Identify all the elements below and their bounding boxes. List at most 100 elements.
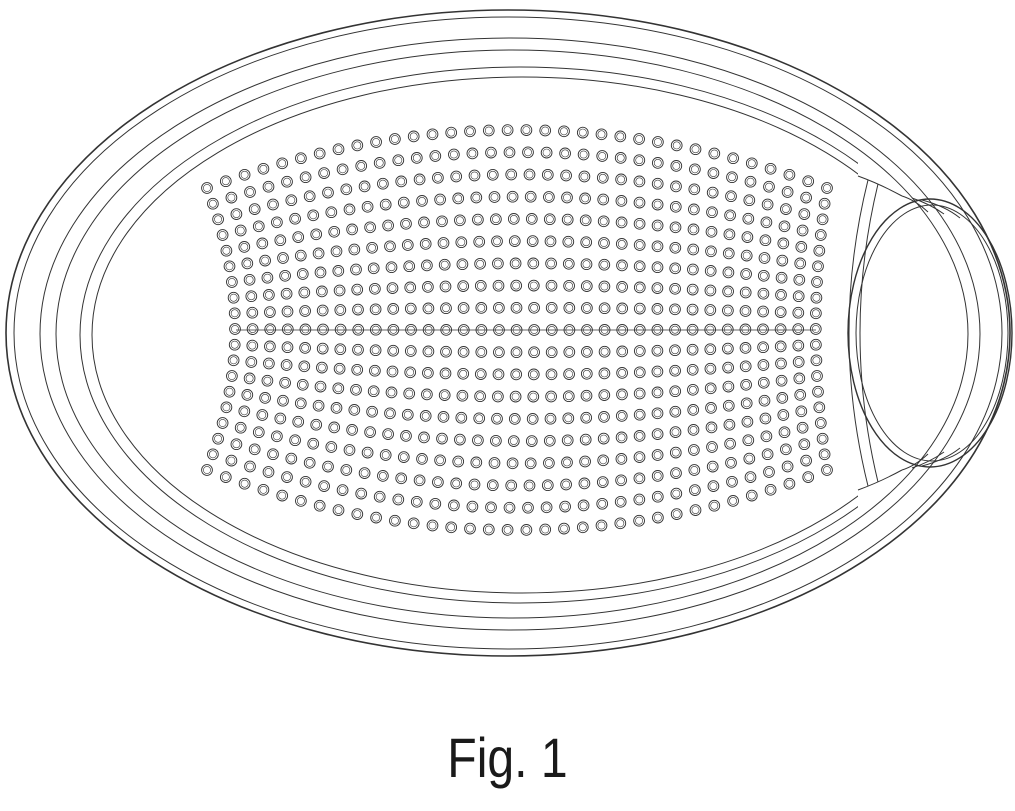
perforation-hole-inner <box>354 346 361 353</box>
perforation-hole-inner <box>601 392 608 399</box>
perforation-hole-inner <box>406 390 413 397</box>
perforation-hole-inner <box>358 162 365 169</box>
perforation-hole-inner <box>297 252 304 259</box>
perforation-hole-inner <box>203 466 210 473</box>
perforation-hole-inner <box>803 457 810 464</box>
perforation-hole-inner <box>805 178 812 185</box>
perforation-hole-inner <box>513 349 520 356</box>
perforation-hole-inner <box>618 412 625 419</box>
perforation-hole-inner <box>707 287 714 294</box>
perforation-hole-inner <box>237 227 244 234</box>
perforation-hole-inner <box>564 437 571 444</box>
perforation-hole-inner <box>382 201 389 208</box>
perforation-hole-inner <box>316 502 323 509</box>
perforation-hole-inner <box>743 270 750 277</box>
perforation-hole-inner <box>265 291 272 298</box>
perforation-hole-inner <box>273 433 280 440</box>
perforation-hole-inner <box>489 171 496 178</box>
perforation-hole-inner <box>542 127 549 134</box>
perforation-hole-inner <box>513 304 520 311</box>
perforation-hole-inner <box>233 441 240 448</box>
perforation-hole-inner <box>324 463 331 470</box>
perforation-hole-inner <box>726 231 733 238</box>
perforation-hole-inner <box>672 244 679 251</box>
perforation-hole-inner <box>600 457 607 464</box>
perforation-hole-inner <box>530 393 537 400</box>
perforation-hole-inner <box>726 421 733 428</box>
perforation-hole-inner <box>297 155 304 162</box>
perforation-hole-inner <box>508 171 515 178</box>
perforation-hole-inner <box>460 304 467 311</box>
perforation-hole-inner <box>566 282 573 289</box>
perforation-hole-inner <box>491 193 498 200</box>
perforation-hole-inner <box>367 224 374 231</box>
perforation-hole-inner <box>601 305 608 312</box>
perforation-hole-inner <box>672 285 679 292</box>
perforation-hole-inner <box>801 441 808 448</box>
perforation-hole-inner <box>813 372 820 379</box>
perforation-hole-inner <box>689 366 696 373</box>
perforation-hole-inner <box>764 451 771 458</box>
perforation-hole-inner <box>315 250 322 257</box>
perforation-hole-inner <box>563 481 570 488</box>
perforation-hole-inner <box>265 360 272 367</box>
perforation-hole-inner <box>349 226 356 233</box>
perforation-hole-inner <box>416 176 423 183</box>
perforation-hole-inner <box>711 150 718 157</box>
perforation-hole-inner <box>526 482 533 489</box>
perforation-hole-inner <box>469 150 476 157</box>
perforation-hole-inner <box>524 504 531 511</box>
outer-rim <box>6 10 1010 656</box>
perforation-hole-inner <box>618 477 625 484</box>
perforation-hole-inner <box>351 246 358 253</box>
perforation-hole-inner <box>478 348 485 355</box>
perforation-hole-inner <box>336 365 343 372</box>
perforation-hole-inner <box>511 415 518 422</box>
perforation-hole-inner <box>424 283 431 290</box>
perforation-hole-inner <box>473 459 480 466</box>
perforation-hole-inner <box>795 326 802 333</box>
perforation-hole-inner <box>244 260 251 267</box>
perforation-hole-inner <box>672 203 679 210</box>
perforation-hole-inner <box>563 172 570 179</box>
perforation-hole-inner <box>819 435 826 442</box>
perforation-hole-inner <box>654 431 661 438</box>
perforation-hole-inner <box>453 173 460 180</box>
perforation-hole-inner <box>762 237 769 244</box>
perforation-hole-inner <box>442 305 449 312</box>
perforation-hole-inner <box>598 522 605 529</box>
perforation-hole-inner <box>391 135 398 142</box>
perforation-hole-inner <box>406 263 413 270</box>
perforation-hole-inner <box>478 304 485 311</box>
perforation-hole-inner <box>813 357 820 364</box>
perforation-hole-inner <box>689 386 696 393</box>
perforation-hole-inner <box>416 477 423 484</box>
perforation-hole-inner <box>747 474 754 481</box>
perforation-hole-inner <box>343 186 350 193</box>
perforation-hole-inner <box>601 283 608 290</box>
perforation-hole-inner <box>636 284 643 291</box>
perforation-hole-inner <box>583 239 590 246</box>
perforation-hole-inner <box>337 346 344 353</box>
perforation-hole-inner <box>352 386 359 393</box>
perforation-hole-inner <box>760 361 767 368</box>
perforation-hole-inner <box>690 206 697 213</box>
perforation-hole-inner <box>619 369 626 376</box>
perforation-hole-inner <box>784 188 791 195</box>
perforation-hole-inner <box>692 146 699 153</box>
perforation-hole-inner <box>318 364 325 371</box>
perforation-hole-inner <box>244 391 251 398</box>
perforation-hole-inner <box>246 188 253 195</box>
perforation-hole-inner <box>494 260 501 267</box>
perforation-hole-inner <box>317 383 324 390</box>
perforation-hole-inner <box>209 451 216 458</box>
perforation-hole-inner <box>546 437 553 444</box>
perforation-hole-inner <box>425 348 432 355</box>
perforation-hole-inner <box>689 306 696 313</box>
perforation-hole-inner <box>395 496 402 503</box>
perforation-hole-inner <box>226 263 233 270</box>
recess-wall-left <box>849 180 868 486</box>
perforation-hole-inner <box>437 196 444 203</box>
perforation-hole-inner <box>402 432 409 439</box>
perforation-hole-inner <box>310 440 317 447</box>
